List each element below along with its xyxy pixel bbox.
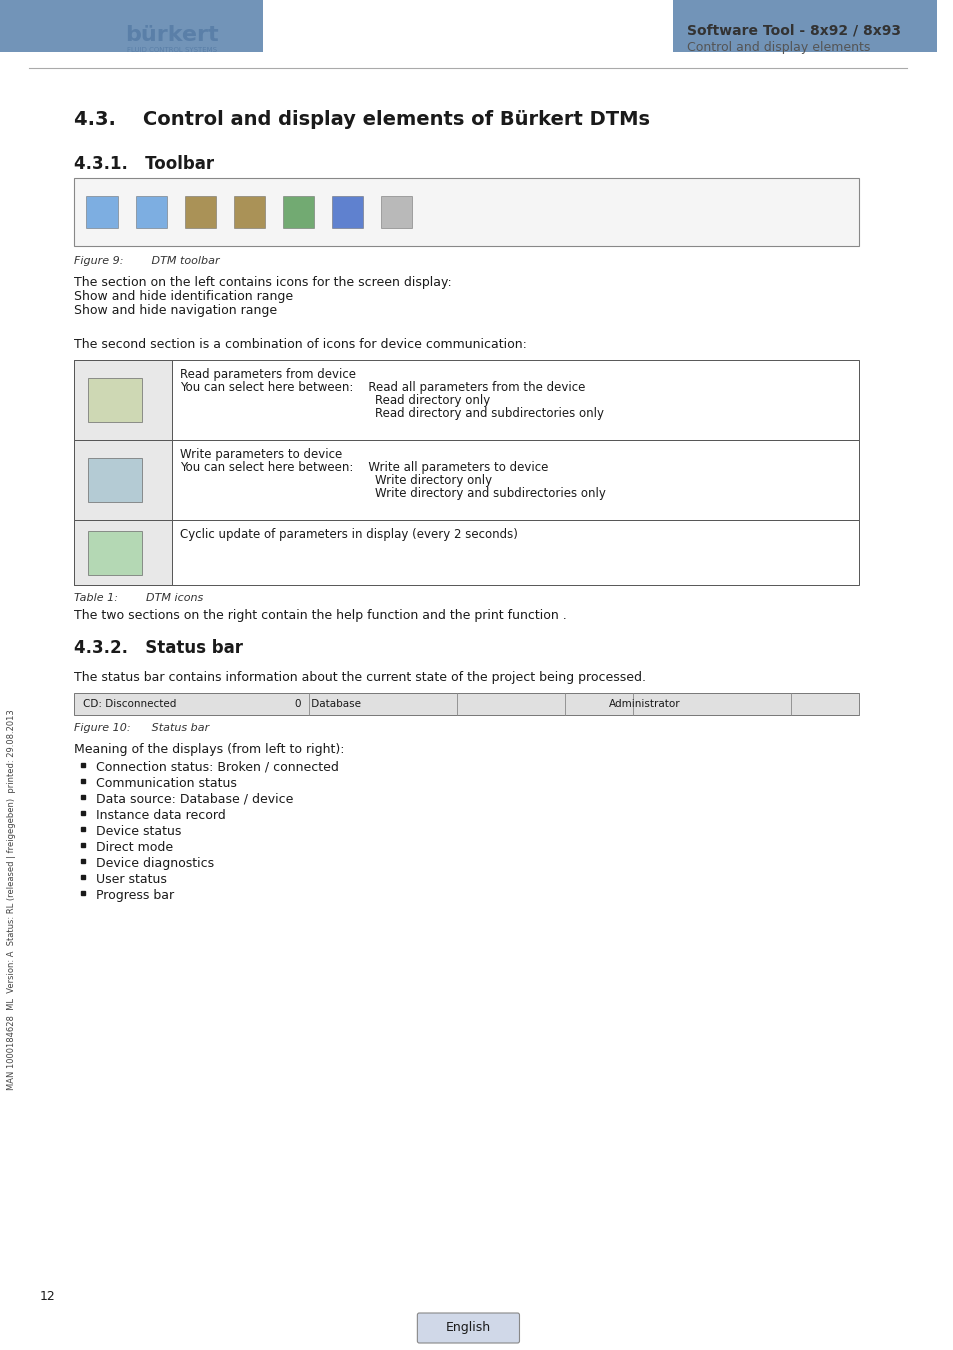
Text: Read parameters from device: Read parameters from device [179,369,355,381]
Text: MAN 1000184628  ML  Version: A  Status: RL (released | freigegeben)  printed: 29: MAN 1000184628 ML Version: A Status: RL … [8,710,16,1091]
Bar [672,0,936,53]
Text: FLUID CONTROL SYSTEMS: FLUID CONTROL SYSTEMS [127,47,216,53]
Text: Meaning of the displays (from left to right):: Meaning of the displays (from left to ri… [73,743,344,756]
Text: User status: User status [96,873,167,886]
Text: Figure 10:      Status bar: Figure 10: Status bar [73,724,209,733]
Text: CD: Disconnected: CD: Disconnected [83,699,176,709]
Bar [73,693,859,716]
Bar [282,196,314,228]
Text: Figure 9:        DTM toolbar: Figure 9: DTM toolbar [73,256,219,266]
Text: bürkert: bürkert [125,26,218,45]
Bar [89,458,142,502]
Text: Connection status: Broken / connected: Connection status: Broken / connected [96,761,338,774]
Text: 0   Database: 0 Database [294,699,360,709]
Bar [185,196,215,228]
Text: Write directory only: Write directory only [179,474,492,487]
Text: Direct mode: Direct mode [96,841,173,855]
Text: 4.3.    Control and display elements of Bürkert DTMs: 4.3. Control and display elements of Bür… [73,109,649,130]
Bar [380,196,412,228]
Text: Data source: Database / device: Data source: Database / device [96,792,294,806]
Text: Device status: Device status [96,825,181,838]
Text: Device diagnostics: Device diagnostics [96,857,214,869]
Bar [73,360,172,440]
Text: Read directory only: Read directory only [179,394,490,406]
Bar [332,196,363,228]
FancyBboxPatch shape [416,1314,519,1343]
Bar [135,196,167,228]
Text: 4.3.1.   Toolbar: 4.3.1. Toolbar [73,155,213,173]
Text: You can select here between:    Write all parameters to device: You can select here between: Write all p… [179,460,548,474]
Text: 4.3.2.   Status bar: 4.3.2. Status bar [73,639,242,657]
Text: The two sections on the right contain the help function and the print function .: The two sections on the right contain th… [73,609,566,622]
Bar [73,520,859,585]
Text: Show and hide navigation range: Show and hide navigation range [73,304,276,317]
Text: Instance data record: Instance data record [96,809,226,822]
Text: Write directory and subdirectories only: Write directory and subdirectories only [179,487,605,500]
Text: 12: 12 [39,1291,55,1303]
Bar [233,196,265,228]
FancyBboxPatch shape [73,178,859,246]
Text: The status bar contains information about the current state of the project being: The status bar contains information abou… [73,671,645,684]
Text: The section on the left contains icons for the screen display:: The section on the left contains icons f… [73,275,451,289]
Text: You can select here between:    Read all parameters from the device: You can select here between: Read all pa… [179,381,584,394]
Text: Read directory and subdirectories only: Read directory and subdirectories only [179,406,603,420]
Text: Communication status: Communication status [96,778,237,790]
Bar [89,378,142,423]
Text: Table 1:        DTM icons: Table 1: DTM icons [73,593,203,603]
Text: Software Tool - 8x92 / 8x93: Software Tool - 8x92 / 8x93 [687,23,901,36]
Text: Write parameters to device: Write parameters to device [179,448,341,460]
Text: English: English [445,1322,491,1335]
Bar [87,196,118,228]
Text: Show and hide identification range: Show and hide identification range [73,290,293,302]
Bar [73,440,859,520]
Bar [73,360,859,440]
Bar [73,520,172,585]
Bar [89,531,142,575]
Bar [0,0,263,53]
Bar [73,440,172,520]
Text: Control and display elements: Control and display elements [687,42,870,54]
Text: Progress bar: Progress bar [96,890,174,902]
Text: The second section is a combination of icons for device communication:: The second section is a combination of i… [73,338,526,351]
Text: Cyclic update of parameters in display (every 2 seconds): Cyclic update of parameters in display (… [179,528,517,541]
Text: Administrator: Administrator [608,699,679,709]
